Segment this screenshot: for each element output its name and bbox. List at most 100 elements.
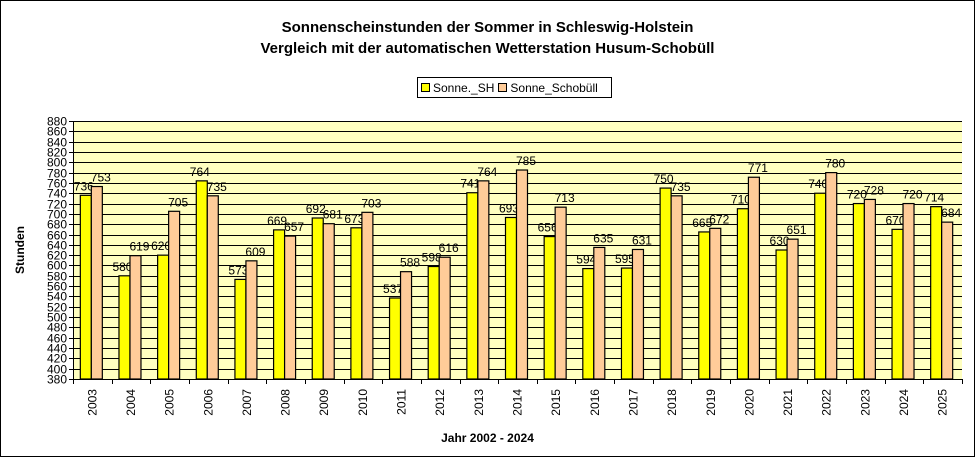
data-label-sh: 595 — [615, 252, 635, 266]
legend-label-schobuell: Sonne_Schobüll — [510, 80, 598, 95]
x-tick-label: 2024 — [897, 389, 911, 416]
x-tick-label: 2009 — [317, 389, 331, 416]
data-label-sh: 598 — [422, 251, 442, 265]
legend-label-sh: Sonne._SH — [433, 80, 495, 95]
y-tick-label: 460 — [47, 332, 67, 346]
data-label-schobuell: 588 — [400, 256, 420, 270]
bar-schobuell — [825, 172, 838, 380]
bar-schobuell — [863, 198, 876, 380]
x-tick-label: 2013 — [472, 389, 486, 416]
data-label-sh: 736 — [74, 179, 94, 193]
bar-schobuell — [206, 195, 219, 380]
x-tick-label: 2016 — [588, 389, 602, 416]
data-label-sh: 537 — [383, 282, 403, 296]
data-label-schobuell: 753 — [91, 171, 111, 185]
bar-sh — [234, 278, 247, 380]
data-label-schobuell: 720 — [903, 188, 923, 202]
y-tick-label: 520 — [47, 301, 67, 315]
data-label-schobuell: 609 — [245, 245, 265, 259]
data-label-sh: 710 — [731, 193, 751, 207]
y-tick-label: 740 — [47, 187, 67, 201]
x-tick-label: 2014 — [511, 389, 525, 416]
bar-sh — [582, 267, 595, 380]
y-tick-label: 540 — [47, 290, 67, 304]
x-tick-label: 2022 — [820, 389, 834, 416]
bar-schobuell — [245, 260, 258, 380]
data-label-schobuell: 771 — [748, 161, 768, 175]
y-tick-label: 760 — [47, 177, 67, 191]
x-tick-label: 2006 — [201, 389, 215, 416]
bar-sh — [930, 206, 943, 380]
bar-schobuell — [322, 223, 335, 380]
bar-sh — [891, 228, 904, 380]
bar-schobuell — [283, 235, 297, 380]
x-tick-label: 2004 — [124, 389, 138, 416]
x-tick-label: 2005 — [163, 389, 177, 416]
y-tick-label: 560 — [47, 280, 67, 294]
x-tick-label: 2021 — [781, 389, 795, 416]
bar-schobuell — [709, 227, 722, 380]
data-label-sh: 620 — [151, 239, 171, 253]
data-label-sh: 665 — [692, 216, 712, 230]
y-tick-label: 820 — [47, 146, 67, 160]
data-label-sh: 594 — [576, 253, 596, 267]
y-tick-label: 840 — [47, 136, 67, 150]
bar-sh — [195, 180, 208, 380]
x-tick-label: 2008 — [279, 389, 293, 416]
data-label-schobuell: 651 — [787, 223, 807, 237]
y-tick-label: 400 — [47, 363, 67, 377]
data-label-schobuell: 735 — [671, 180, 691, 194]
legend: Sonne._SH Sonne_Schobüll — [417, 77, 612, 98]
bar-sh — [814, 192, 827, 380]
y-tick-label: 620 — [47, 249, 67, 263]
data-label-sh: 764 — [190, 165, 210, 179]
bar-schobuell — [554, 206, 567, 380]
bar-schobuell — [168, 210, 181, 380]
bar-schobuell — [515, 169, 529, 380]
bar-schobuell — [747, 176, 761, 380]
bar-sh — [659, 187, 672, 380]
data-label-sh: 669 — [267, 214, 287, 228]
data-label-schobuell: 703 — [361, 196, 381, 210]
data-label-sh: 741 — [460, 177, 480, 191]
x-tick-label: 2003 — [85, 389, 99, 416]
bar-sh — [118, 275, 131, 380]
data-label-schobuell: 780 — [825, 157, 845, 171]
bar-schobuell — [477, 180, 490, 380]
bar-sh — [620, 267, 634, 380]
y-tick-label: 700 — [47, 208, 67, 222]
data-label-sh: 750 — [654, 172, 674, 186]
y-tick-label: 580 — [47, 270, 67, 284]
data-label-schobuell: 616 — [439, 241, 459, 255]
data-label-sh: 656 — [538, 221, 558, 235]
data-label-sh: 673 — [344, 212, 364, 226]
data-label-schobuell: 619 — [129, 240, 149, 254]
x-tick-label: 2025 — [936, 389, 950, 416]
bar-sh — [79, 194, 92, 380]
bar-schobuell — [670, 195, 683, 380]
bar-schobuell — [593, 246, 606, 380]
legend-swatch-sh — [421, 83, 430, 92]
data-label-schobuell: 635 — [593, 231, 613, 245]
bar-sh — [466, 192, 479, 380]
bar-schobuell — [941, 221, 954, 380]
bar-sh — [543, 235, 556, 380]
data-label-sh: 573 — [228, 263, 248, 277]
data-label-schobuell: 785 — [516, 154, 536, 168]
legend-swatch-schobuell — [498, 83, 508, 92]
y-tick-label: 800 — [47, 156, 67, 170]
x-tick-label: 2018 — [665, 389, 679, 416]
x-tick-label: 2019 — [704, 389, 718, 416]
data-label-schobuell: 705 — [168, 195, 188, 209]
data-label-sh: 693 — [499, 201, 519, 215]
data-label-schobuell: 631 — [632, 233, 652, 247]
legend-item-schobuell: Sonne_Schobüll — [498, 80, 598, 95]
y-tick-label: 880 — [47, 115, 67, 129]
bar-sh — [736, 208, 750, 380]
x-tick-label: 2007 — [240, 389, 254, 416]
bar-sh — [775, 249, 788, 380]
y-tick-label: 600 — [47, 259, 67, 273]
data-label-schobuell: 728 — [864, 183, 884, 197]
y-tick-label: 720 — [47, 198, 67, 212]
